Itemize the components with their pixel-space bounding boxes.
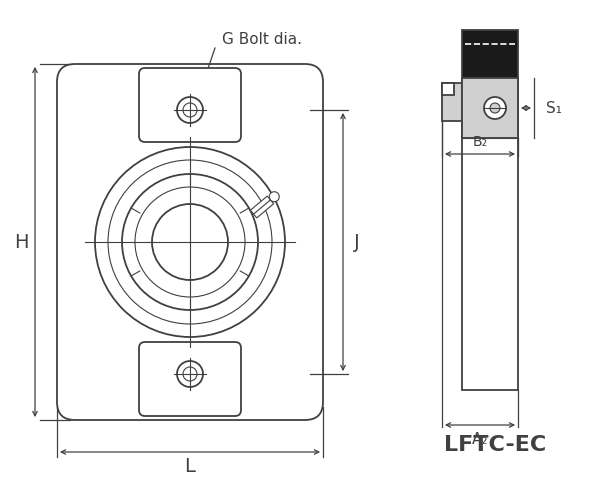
- Circle shape: [177, 361, 203, 387]
- Bar: [462, 78, 518, 390]
- Bar: [462, 30, 518, 78]
- Text: J: J: [354, 232, 360, 251]
- FancyBboxPatch shape: [139, 342, 241, 416]
- Circle shape: [484, 97, 506, 119]
- Polygon shape: [250, 196, 274, 218]
- Circle shape: [108, 160, 272, 324]
- Circle shape: [177, 97, 203, 123]
- Circle shape: [183, 367, 197, 381]
- Bar: [442, 83, 462, 121]
- Circle shape: [490, 103, 500, 113]
- Text: LFTC-EC: LFTC-EC: [444, 435, 546, 455]
- Text: A₂: A₂: [472, 432, 488, 447]
- Text: G Bolt dia.: G Bolt dia.: [222, 33, 302, 48]
- Bar: [462, 78, 518, 138]
- Circle shape: [269, 191, 279, 202]
- Text: S₁: S₁: [546, 101, 562, 116]
- FancyBboxPatch shape: [57, 64, 323, 420]
- Circle shape: [183, 103, 197, 117]
- Bar: [442, 83, 454, 95]
- Circle shape: [152, 204, 228, 280]
- Circle shape: [95, 147, 285, 337]
- Circle shape: [122, 174, 258, 310]
- FancyBboxPatch shape: [139, 68, 241, 142]
- Text: L: L: [185, 456, 195, 475]
- Circle shape: [135, 187, 245, 297]
- Text: H: H: [14, 232, 29, 251]
- Text: B₂: B₂: [472, 135, 488, 149]
